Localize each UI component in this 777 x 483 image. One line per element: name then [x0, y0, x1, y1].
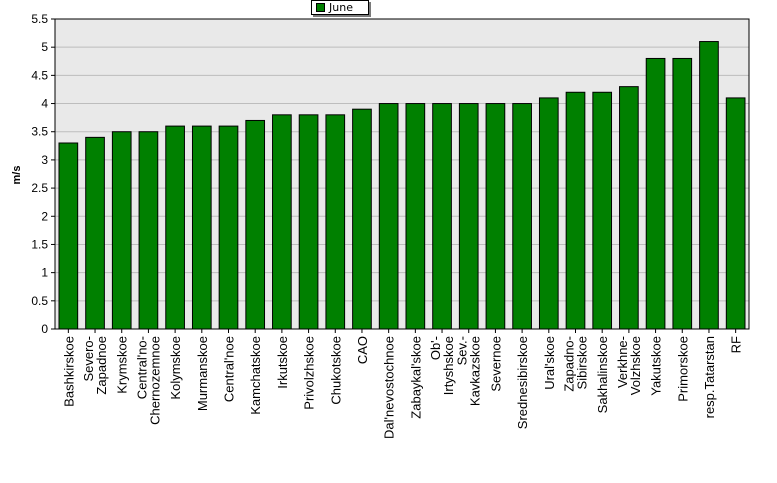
x-tick-label-group: Ob'-Irtyshskoe	[428, 336, 456, 395]
x-tick-label: Severo-Zapadnoe	[81, 336, 109, 395]
x-tick-label: Yakutskoe	[649, 336, 664, 396]
bar	[619, 86, 639, 330]
bar	[245, 119, 266, 330]
bar	[725, 97, 746, 330]
x-tick-label: Severnoe	[488, 336, 503, 392]
x-tick-label-group: Sakhalinskoe	[595, 336, 610, 413]
x-tick-label-group: Central'noe	[222, 336, 237, 402]
x-tick-label: Sakhalinskoe	[595, 336, 610, 413]
x-tick-label-group: Zapadno-Sibirskoe	[562, 336, 590, 392]
x-tick-label-group: CAO	[355, 336, 370, 364]
bar	[432, 103, 452, 330]
x-tick-label-group: Irkutskoe	[275, 336, 290, 389]
bar	[538, 97, 559, 330]
x-tick-label-group: Privolzhskoe	[302, 336, 317, 410]
bar	[138, 131, 159, 330]
x-tick-label-group: Krymskoe	[115, 336, 130, 394]
bar	[165, 125, 185, 330]
y-tick-label: 2.5	[31, 181, 48, 195]
y-tick-label: 0	[41, 322, 48, 336]
bar	[405, 103, 426, 330]
bar	[699, 41, 719, 330]
x-tick-label: Zabaykal'skoe	[408, 336, 423, 419]
x-tick-label: Primorskoe	[675, 336, 690, 402]
y-tick-label: 3.5	[31, 125, 48, 139]
y-tick-label: 4.5	[31, 68, 48, 82]
plot-frame	[54, 18, 750, 330]
x-tick-label: Privolzhskoe	[302, 336, 317, 410]
x-tick-label-group: Central'no-Chernozemnoe	[134, 336, 162, 425]
bar	[298, 114, 319, 330]
x-tick-label-group: Yakutskoe	[649, 336, 664, 396]
bar	[645, 57, 666, 330]
bar	[218, 125, 239, 330]
x-tick-label-group: Severo-Zapadnoe	[81, 336, 109, 395]
x-tick-label: Ob'-Irtyshskoe	[428, 336, 456, 395]
y-tick-label: 0.5	[31, 294, 48, 308]
y-tick-label: 4	[41, 97, 48, 111]
x-tick-label-group: Sev.-Kavkazskoe	[455, 336, 483, 406]
x-tick-label: Sev.-Kavkazskoe	[455, 336, 483, 406]
x-tick-label: resp.Tatarstan	[702, 336, 717, 418]
y-tick-label: 2	[41, 209, 48, 223]
x-tick-label: Krymskoe	[115, 336, 130, 394]
bar	[485, 103, 506, 330]
bar	[272, 114, 292, 330]
bar	[352, 108, 372, 330]
x-tick-label-group: Severnoe	[488, 336, 503, 392]
x-tick-label: Murmanskoe	[195, 336, 210, 411]
bar	[191, 125, 212, 330]
legend-label: June	[329, 1, 353, 14]
x-tick-label: Dal'nevostochnoe	[382, 336, 397, 439]
x-tick-label-group: Srednesibirskoe	[515, 336, 530, 429]
y-axis-label: m/s	[11, 166, 23, 185]
bar	[672, 57, 693, 330]
legend-swatch	[316, 3, 325, 12]
x-tick-label: Verkhne-Volzhskoe	[615, 336, 643, 395]
bar	[58, 142, 79, 330]
x-tick-label: Kolymskoe	[168, 336, 183, 400]
x-tick-label-group: Zabaykal'skoe	[408, 336, 423, 419]
x-tick-label-group: Murmanskoe	[195, 336, 210, 411]
x-tick-label: CAO	[355, 336, 370, 364]
x-tick-label-group: Bashkirskoe	[61, 336, 76, 407]
plot-area	[55, 19, 749, 329]
x-tick-label: Kamchatskoe	[248, 336, 263, 415]
x-tick-label-group: resp.Tatarstan	[702, 336, 717, 418]
x-tick-label-group: Kamchatskoe	[248, 336, 263, 415]
bar	[325, 114, 346, 330]
legend: June	[311, 0, 369, 15]
x-tick-label-group: Chukotskoe	[328, 336, 343, 405]
x-tick-label: Ural'skoe	[542, 336, 557, 390]
bar	[512, 103, 532, 330]
x-tick-label-group: Kolymskoe	[168, 336, 183, 400]
y-tick-label: 1	[41, 266, 48, 280]
bar	[111, 131, 132, 330]
y-tick-label: 1.5	[31, 237, 48, 251]
x-tick-label-group: RF	[729, 336, 744, 353]
x-tick-label-group: Dal'nevostochnoe	[382, 336, 397, 439]
x-tick-label-group: Primorskoe	[675, 336, 690, 402]
x-tick-label: RF	[729, 336, 744, 353]
y-tick-label: 3	[41, 153, 48, 167]
x-tick-label: Central'noe	[222, 336, 237, 402]
bar	[565, 91, 586, 330]
x-tick-label-group: Verkhne-Volzhskoe	[615, 336, 643, 395]
bar	[458, 103, 479, 330]
bar	[378, 103, 399, 330]
bar	[85, 136, 105, 330]
x-tick-label: Srednesibirskoe	[515, 336, 530, 429]
x-tick-label: Chukotskoe	[328, 336, 343, 405]
x-tick-label: Central'no-Chernozemnoe	[134, 336, 162, 425]
y-tick-label: 5.5	[31, 12, 48, 26]
x-tick-label: Irkutskoe	[275, 336, 290, 389]
y-tick-label: 5	[41, 40, 48, 54]
x-tick-label: Zapadno-Sibirskoe	[562, 336, 590, 392]
bar	[592, 91, 613, 330]
x-tick-label-group: Ural'skoe	[542, 336, 557, 390]
x-tick-label: Bashkirskoe	[61, 336, 76, 407]
